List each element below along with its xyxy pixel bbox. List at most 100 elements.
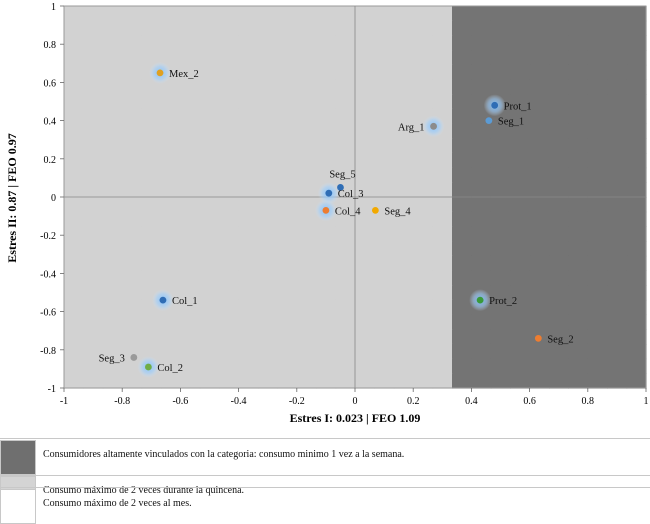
heatmap-cell [335, 35, 356, 51]
heatmap-cell [607, 211, 628, 227]
heatmap-cell [180, 358, 201, 374]
heatmap-cell [568, 314, 589, 330]
heatmap-cell [122, 20, 143, 36]
heatmap-cell [199, 123, 220, 139]
heatmap-cell [432, 138, 453, 154]
heatmap-cell [355, 299, 375, 316]
heatmap-cell [122, 50, 143, 66]
heatmap-cell [141, 197, 162, 213]
heatmap-cell [568, 138, 589, 154]
data-label: Prot_2 [489, 296, 517, 307]
heatmap-cell [607, 241, 628, 257]
heatmap-cell [549, 329, 569, 345]
heatmap-cell [432, 241, 453, 257]
heatmap-cell [277, 152, 298, 169]
heatmap-cell [471, 152, 492, 169]
heatmap-cell [180, 373, 201, 389]
heatmap-cell [316, 314, 337, 330]
heatmap-cell [238, 35, 259, 51]
data-points: Mex_2 Prot_1 Seg_1 Arg_1 Seg_5 Col_3 Col_4 Seg_… [99, 61, 574, 378]
heatmap-cell [180, 343, 201, 360]
heatmap-cell [549, 123, 569, 139]
heatmap-cell [258, 358, 278, 374]
heatmap-cell [432, 299, 453, 316]
heatmap-cell [258, 373, 278, 389]
heatmap-cell [626, 6, 647, 22]
heatmap-cell [471, 373, 492, 389]
heatmap-cell [355, 343, 375, 360]
heatmap-cell [626, 64, 647, 81]
data-label: Col_2 [157, 363, 183, 374]
legend-label-low: Consumo máximo de 2 veces al mes. [43, 498, 192, 509]
heatmap-cell [83, 329, 104, 345]
heatmap-cell [510, 373, 531, 389]
heatmap-cell [432, 358, 453, 374]
heatmap-cell [258, 79, 278, 95]
heatmap-cell [607, 197, 628, 213]
heatmap-cell [355, 6, 375, 22]
heatmap-cell [393, 226, 414, 242]
x-tick-label: -0.8 [114, 396, 130, 407]
heatmap-cell [587, 167, 608, 183]
data-point [322, 206, 330, 214]
heatmap-cell [413, 299, 434, 316]
heatmap-cell [83, 50, 104, 66]
heatmap-cell [568, 123, 589, 139]
heatmap-cell [393, 241, 414, 257]
heatmap-cell [393, 343, 414, 360]
heatmap-cell [490, 358, 511, 374]
heatmap-cell [607, 50, 628, 66]
heatmap-cell [277, 108, 298, 125]
heatmap-cell [626, 35, 647, 51]
heatmap-cell [549, 285, 569, 301]
heatmap-cell [238, 373, 259, 389]
heatmap-cell [122, 79, 143, 95]
heatmap-cell [180, 299, 201, 316]
heatmap-cell [180, 314, 201, 330]
heatmap-cell [335, 314, 356, 330]
heatmap-cell [102, 358, 123, 374]
heatmap-cell [296, 94, 317, 110]
heatmap-cell [452, 343, 472, 360]
heatmap-cell [452, 270, 472, 286]
x-tick-label: -1 [60, 396, 68, 407]
heatmap-cell [296, 79, 317, 95]
heatmap-cell [432, 285, 453, 301]
heatmap-cell [238, 270, 259, 286]
heatmap-cell [452, 182, 472, 198]
heatmap-cell [355, 152, 375, 169]
heatmap-cell [102, 6, 123, 22]
heatmap-cell [529, 50, 550, 66]
heatmap-cell [529, 123, 550, 139]
heatmap-cell [355, 64, 375, 81]
heatmap-cell [296, 241, 317, 257]
heatmap-cell [471, 343, 492, 360]
heatmap-cell [452, 358, 472, 374]
heatmap-cell [529, 241, 550, 257]
heatmap-cell [180, 123, 201, 139]
heatmap-cell [607, 182, 628, 198]
heatmap-cell [238, 211, 259, 227]
heatmap-cell [199, 358, 220, 374]
heatmap-cell [568, 94, 589, 110]
heatmap-cell [413, 182, 434, 198]
data-label: Col_1 [172, 296, 198, 307]
heatmap-cell [490, 255, 511, 272]
heatmap-cell [374, 329, 395, 345]
heatmap-cell [238, 299, 259, 316]
heatmap-cell [607, 35, 628, 51]
heatmap-cell [413, 314, 434, 330]
heatmap-cell [238, 64, 259, 81]
heatmap-cell [393, 358, 414, 374]
heatmap-cell [122, 108, 143, 125]
heatmap-cell [452, 152, 472, 169]
heatmap-cell [355, 20, 375, 36]
heatmap-cell [161, 108, 181, 125]
heatmap-cell [355, 358, 375, 374]
heatmap-cell [102, 138, 123, 154]
heatmap-cell [471, 182, 492, 198]
heatmap-cell [374, 138, 395, 154]
heatmap-cell [83, 285, 104, 301]
heatmap-cell [626, 108, 647, 125]
x-tick-label: 0.2 [407, 396, 420, 407]
